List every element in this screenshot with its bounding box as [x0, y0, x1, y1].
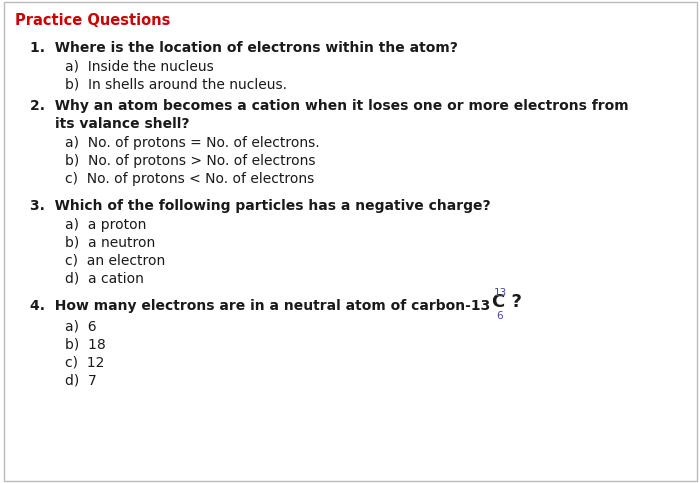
Text: d)  a cation: d) a cation	[65, 272, 144, 286]
Text: b)  In shells around the nucleus.: b) In shells around the nucleus.	[65, 77, 287, 91]
Text: a)  No. of protons = No. of electrons.: a) No. of protons = No. of electrons.	[65, 136, 320, 150]
Text: 2.  Why an atom becomes a cation when it loses one or more electrons from: 2. Why an atom becomes a cation when it …	[30, 99, 629, 113]
Text: a)  6: a) 6	[65, 320, 97, 334]
FancyBboxPatch shape	[4, 2, 696, 481]
Text: 3.  Which of the following particles has a negative charge?: 3. Which of the following particles has …	[30, 199, 491, 213]
Text: a)  Inside the nucleus: a) Inside the nucleus	[65, 60, 214, 74]
Text: its valance shell?: its valance shell?	[55, 117, 190, 131]
Text: c)  an electron: c) an electron	[65, 254, 165, 268]
Text: Practice Questions: Practice Questions	[15, 13, 170, 28]
Text: c)  12: c) 12	[65, 356, 104, 370]
Text: d)  7: d) 7	[65, 374, 97, 388]
Text: b)  No. of protons > No. of electrons: b) No. of protons > No. of electrons	[65, 154, 316, 168]
Text: a)  a proton: a) a proton	[65, 218, 146, 232]
Text: 13: 13	[494, 288, 508, 298]
Text: 1.  Where is the location of electrons within the atom?: 1. Where is the location of electrons wi…	[30, 41, 458, 55]
Text: 6: 6	[496, 311, 503, 321]
Text: c)  No. of protons < No. of electrons: c) No. of protons < No. of electrons	[65, 172, 314, 186]
Text: b)  18: b) 18	[65, 338, 106, 352]
Text: C ?: C ?	[492, 293, 522, 311]
Text: 4.  How many electrons are in a neutral atom of carbon-13: 4. How many electrons are in a neutral a…	[30, 299, 500, 313]
Text: b)  a neutron: b) a neutron	[65, 236, 155, 250]
